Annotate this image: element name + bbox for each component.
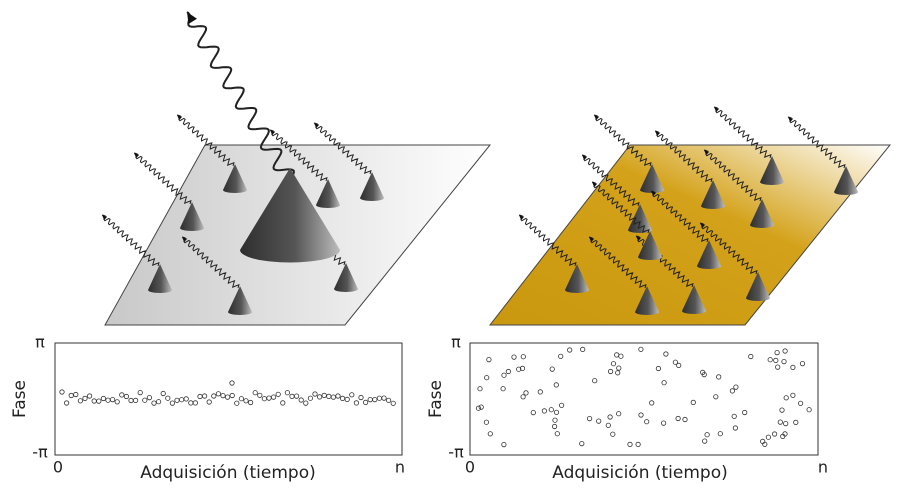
y-bottom-label: -π	[448, 443, 464, 462]
x-axis-label: Adquisición (tiempo)	[140, 463, 316, 483]
y-axis-label: Fase	[426, 380, 446, 418]
y-axis-label: Fase	[10, 380, 30, 418]
x-end-label: n	[818, 458, 828, 477]
x-start-label: 0	[465, 458, 475, 477]
x-start-label: 0	[53, 458, 63, 477]
diagram: π -π Fase 0 n Adquisición (tiempo) π -π …	[0, 0, 904, 488]
x-end-label: n	[395, 458, 405, 477]
y-top-label: π	[35, 333, 45, 352]
x-axis-label: Adquisición (tiempo)	[552, 463, 728, 483]
y-bottom-label: -π	[32, 443, 48, 462]
arrowhead	[187, 12, 197, 24]
y-top-label: π	[451, 333, 461, 352]
